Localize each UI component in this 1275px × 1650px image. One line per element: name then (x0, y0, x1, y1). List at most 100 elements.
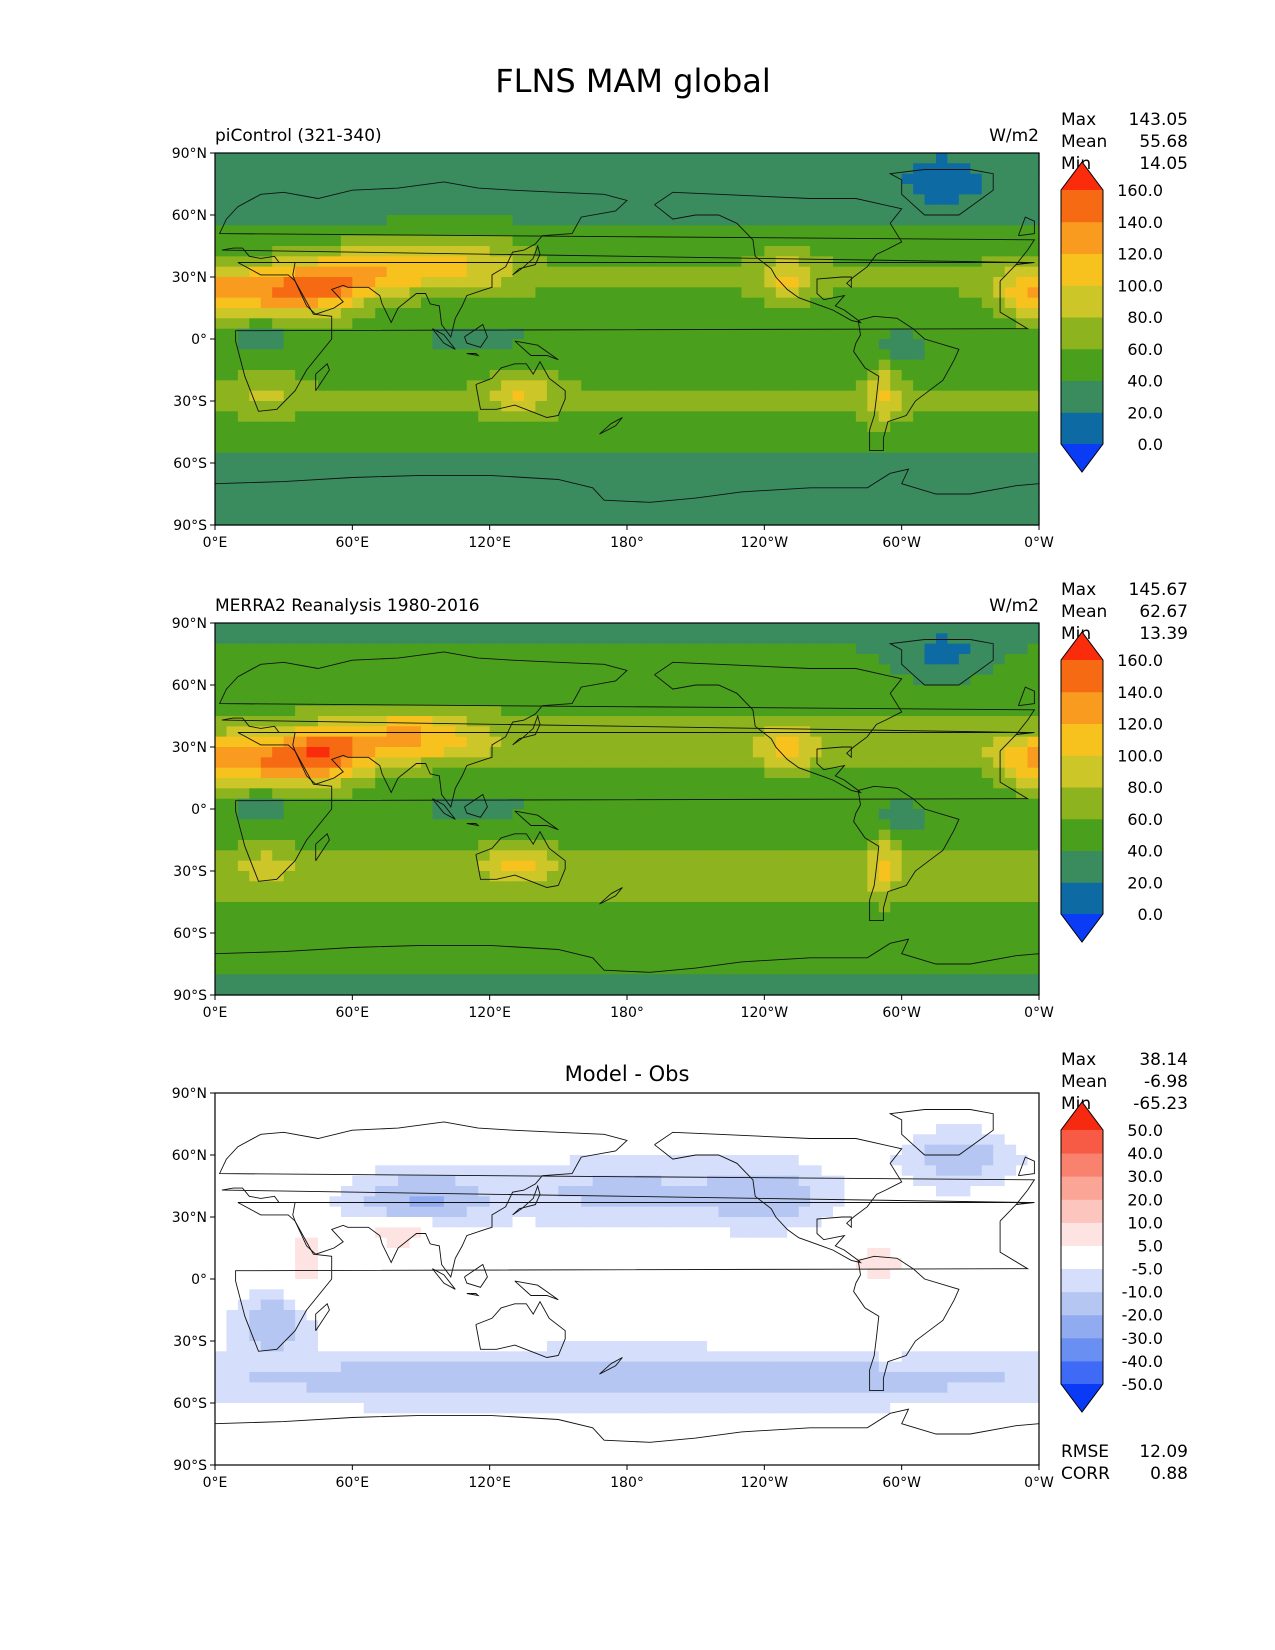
contour-cell (878, 184, 891, 195)
contour-cell (993, 473, 1006, 485)
contour-cell (638, 452, 651, 464)
contour-cell (798, 664, 811, 676)
contour-cell (855, 809, 868, 820)
contour-cell (855, 411, 868, 423)
contour-cell (752, 891, 765, 903)
contour-cell (569, 840, 582, 851)
contour-cell (466, 204, 479, 216)
contour-cell (524, 235, 537, 247)
contour-cell (901, 328, 914, 340)
contour-cell (993, 411, 1006, 423)
contour-cell (592, 912, 605, 924)
contour-cell (615, 235, 628, 247)
contour-cell (569, 943, 582, 955)
contour-cell (558, 726, 571, 738)
contour-cell (1016, 943, 1029, 955)
contour-cell (833, 664, 846, 676)
contour-cell (535, 798, 548, 810)
contour-cell (936, 912, 949, 924)
contour-cell (329, 705, 342, 717)
contour-cell (684, 339, 697, 350)
contour-cell (329, 153, 342, 164)
contour-cell (592, 452, 605, 464)
contour-cell (455, 726, 468, 738)
y-tick-label: 60°N (172, 208, 207, 224)
contour-cell (455, 421, 468, 433)
contour-cell (524, 246, 537, 257)
contour-cell (924, 318, 937, 330)
contour-cell (249, 225, 262, 237)
coastline-4 (853, 315, 960, 452)
contour-cell (318, 349, 331, 361)
contour-cell (546, 483, 559, 495)
contour-cell (443, 736, 456, 748)
contour-cell (501, 514, 514, 526)
contour-cell (260, 716, 273, 727)
contour-cell (855, 829, 868, 841)
contour-cell (1016, 798, 1029, 810)
contour-cell (432, 881, 445, 893)
contour-cell (1016, 370, 1029, 381)
contour-cell (615, 912, 628, 924)
contour-cell (386, 473, 399, 485)
contour-cell (340, 881, 353, 893)
contour-cell (936, 871, 949, 882)
contour-cell (352, 871, 365, 882)
contour-cell (981, 390, 994, 402)
contour-cell (237, 716, 250, 727)
contour-cell (1027, 664, 1040, 676)
contour-cell (833, 912, 846, 924)
contour-cell (398, 483, 411, 495)
contour-cell (741, 256, 754, 268)
contour-cell (741, 623, 754, 634)
contour-cell (398, 633, 411, 645)
contour-cell (707, 411, 720, 423)
contour-cell (981, 778, 994, 789)
contour-cell (237, 318, 250, 330)
contour-cell (615, 643, 628, 655)
contour-cell (1027, 153, 1040, 164)
contour-cell (512, 432, 525, 443)
contour-cell (535, 153, 548, 164)
contour-cell (638, 705, 651, 717)
contour-cell (455, 370, 468, 381)
contour-cell (718, 246, 731, 257)
contour-cell (409, 891, 422, 903)
contour-cell (409, 819, 422, 831)
contour-cell (478, 494, 491, 505)
contour-cell (581, 504, 594, 516)
contour-cell (581, 318, 594, 330)
contour-cell (340, 747, 353, 758)
contour-cell (981, 705, 994, 717)
contour-cell (283, 359, 296, 371)
contour-cell (970, 716, 983, 727)
contour-cell (524, 757, 537, 769)
contour-cell (386, 840, 399, 851)
contour-cell (375, 225, 388, 237)
contour-cell (501, 643, 514, 655)
contour-cell (340, 256, 353, 268)
contour-cell (1027, 922, 1040, 934)
contour-cell (272, 287, 285, 299)
contour-cell (684, 442, 697, 454)
contour-cell (512, 287, 525, 299)
contour-cell (340, 891, 353, 903)
contour-cell (421, 452, 434, 464)
contour-cell (501, 881, 514, 893)
contour-cell (329, 809, 342, 820)
contour-cell (878, 235, 891, 247)
contour-cell (913, 339, 926, 350)
contour-cell (524, 225, 537, 237)
contour-cell (421, 225, 434, 237)
contour-cell (215, 359, 228, 371)
contour-cell (443, 380, 456, 392)
contour-cell (752, 757, 765, 769)
contour-cell (478, 246, 491, 257)
contour-cell (958, 514, 971, 526)
contour-cell (695, 235, 708, 247)
contour-cell (249, 432, 262, 443)
contour-cell (878, 623, 891, 634)
contour-cell (215, 860, 228, 872)
contour-cell (272, 153, 285, 164)
contour-cell (1004, 225, 1017, 237)
